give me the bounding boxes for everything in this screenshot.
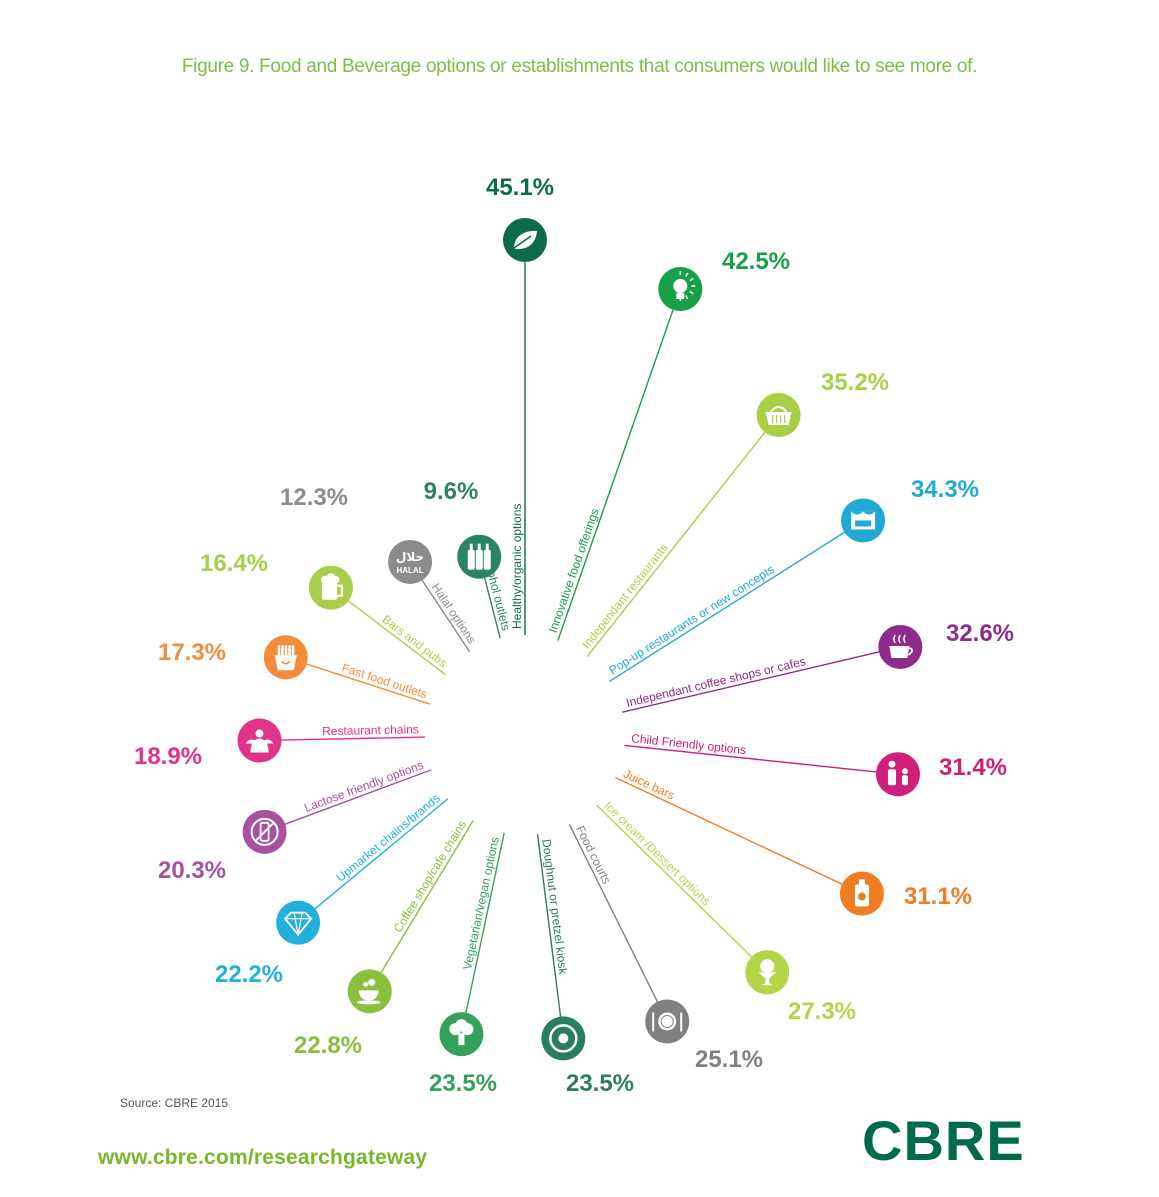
spoke-vegetarian-vegan-options <box>465 832 505 1013</box>
spoke-alcohol-outlets <box>484 577 501 639</box>
value-label-restaurant-chains: 18.9% <box>134 743 202 770</box>
fries-icon <box>263 635 308 680</box>
value-label-ice-cream-dessert-options: 27.3% <box>788 998 856 1025</box>
svg-text:حلال: حلال <box>396 550 424 564</box>
category-label-bars-and-pubs: Bars and pubs <box>380 612 450 670</box>
spoke-independant-coffee-shops-or-cafes <box>622 651 880 713</box>
category-label-innovative-food-offerings: Innovative food offerings <box>546 507 602 635</box>
diamond-icon <box>276 900 321 945</box>
plate-icon <box>645 999 690 1044</box>
cbre-logo: CBRE <box>862 1109 1025 1172</box>
spoke-doughnut-or-pretzel-kiosk <box>536 834 562 1017</box>
food-truck-icon <box>841 498 886 543</box>
spoke-lactose-friendly-options <box>285 769 432 825</box>
spoke-bars-and-pubs <box>348 600 446 676</box>
basket-icon <box>756 393 801 438</box>
spoke-coffee-shop-cafe-chains <box>380 820 474 973</box>
category-label-vegetarian-vegan-options: Vegetarian/vegan options <box>460 836 502 971</box>
waiter-icon <box>237 718 282 763</box>
spoke-restaurant-chains <box>281 736 426 741</box>
source-note: Source: CBRE 2015 <box>120 1096 229 1110</box>
spoke-food-courts <box>568 824 659 1003</box>
value-label-doughnut-or-pretzel-kiosk: 23.5% <box>566 1070 634 1097</box>
value-label-vegetarian-vegan-options: 23.5% <box>429 1070 497 1097</box>
spoke-juice-bars <box>615 776 843 885</box>
teacup-icon <box>347 969 392 1014</box>
category-label-halal-options: Halal options <box>429 581 479 647</box>
value-label-innovative-food-offerings: 42.5% <box>722 248 790 275</box>
spoke-upmarket-chains-brands <box>314 798 449 910</box>
value-label-healthy-organic-options: 45.1% <box>486 174 554 201</box>
svg-text:HALAL: HALAL <box>396 566 423 575</box>
doughnut-icon <box>541 1016 586 1061</box>
beer-mug-icon <box>308 565 353 610</box>
no-milk-icon <box>242 809 287 854</box>
spoke-ice-cream-dessert-options <box>595 804 753 958</box>
value-label-independant-coffee-shops-or-cafes: 32.6% <box>946 620 1014 647</box>
coffee-cup-icon <box>878 624 923 669</box>
value-label-bars-and-pubs: 16.4% <box>200 550 268 577</box>
category-label-fast-food-outlets: Fast food outlets <box>340 661 429 702</box>
sundae-icon <box>745 950 790 995</box>
value-label-juice-bars: 31.1% <box>904 883 972 910</box>
category-label-doughnut-or-pretzel-kiosk: Doughnut or pretzel kiosk <box>539 838 570 976</box>
value-label-coffee-shop-cafe-chains: 22.8% <box>294 1032 362 1059</box>
value-label-fast-food-outlets: 17.3% <box>158 639 226 666</box>
value-label-lactose-friendly-options: 20.3% <box>158 857 226 884</box>
broccoli-icon <box>439 1012 484 1057</box>
bottles-icon <box>457 534 502 579</box>
website-url[interactable]: www.cbre.com/researchgateway <box>98 1146 428 1169</box>
chart-title: Figure 9. Food and Beverage options or e… <box>181 56 978 77</box>
category-label-healthy-organic-options: Healthy/organic options <box>510 504 524 629</box>
spoke-fast-food-outlets <box>306 663 431 705</box>
value-label-child-friendly-options: 31.4% <box>939 754 1007 781</box>
leaf-icon <box>503 218 547 262</box>
value-label-halal-options: 12.3% <box>280 484 348 511</box>
lightbulb-icon <box>658 267 703 312</box>
halal-icon: حلال HALAL <box>388 539 433 584</box>
family-icon <box>875 752 920 797</box>
value-label-upmarket-chains-brands: 22.2% <box>215 961 283 988</box>
spoke-halal-options <box>421 579 471 653</box>
value-label-independant-restaurants: 35.2% <box>821 369 889 396</box>
spoke-innovative-food-offerings <box>557 309 674 641</box>
spoke-pop-up-restaurants-or-new-concepts <box>609 531 845 683</box>
spoke-child-friendly-options <box>624 744 877 773</box>
category-label-lactose-friendly-options: Lactose friendly options <box>302 758 425 815</box>
spoke-independant-restaurants <box>586 431 766 658</box>
category-label-food-courts: Food courts <box>573 823 614 886</box>
juice-bottle-icon <box>839 871 884 916</box>
category-label-independant-coffee-shops-or-cafes: Independant coffee shops or cafes <box>625 654 807 710</box>
value-label-alcohol-outlets: 9.6% <box>424 478 479 505</box>
value-label-food-courts: 25.1% <box>695 1046 763 1073</box>
category-label-restaurant-chains: Restaurant chains <box>322 722 419 738</box>
category-label-child-friendly-options: Child Friendly options <box>631 731 747 757</box>
value-label-pop-up-restaurants-or-new-concepts: 34.3% <box>911 476 979 503</box>
